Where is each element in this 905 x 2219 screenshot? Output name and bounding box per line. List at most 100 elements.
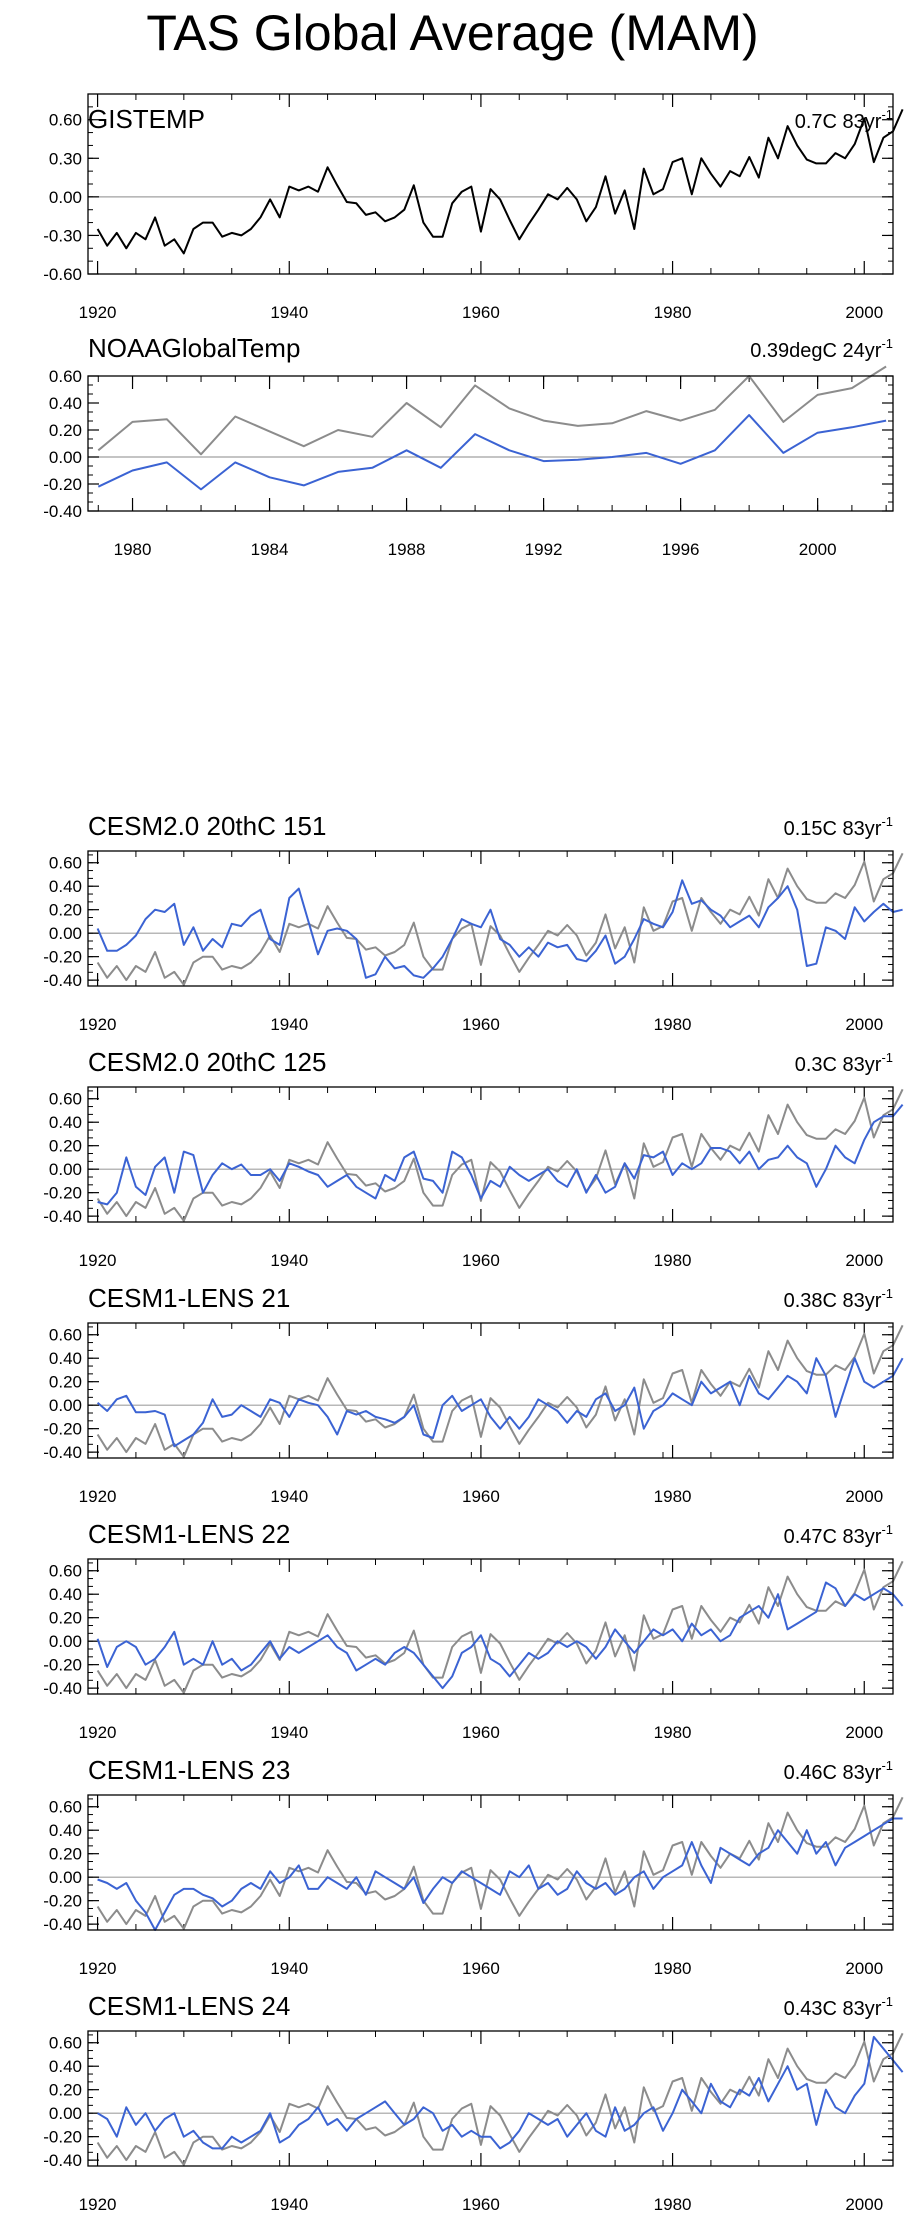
y-tick-label: 0.40 — [49, 394, 82, 413]
chart-panel-1: GISTEMP 0.7C 83yr-1 1920 1940 1960 1980 2000 -0… — [43, 93, 904, 322]
series-line-model — [96, 1581, 904, 1690]
plot-frame — [87, 1322, 894, 1459]
x-tick-label: 1960 — [462, 1487, 500, 1506]
x-tick-label: 2000 — [845, 1251, 883, 1270]
x-tick-label: 2000 — [845, 1487, 883, 1506]
x-tick-label: 1920 — [79, 1015, 117, 1034]
y-tick-label: -0.20 — [43, 1892, 82, 1911]
y-tick-label: 0.00 — [49, 2104, 82, 2123]
chart-panel-6: CESM1-LENS 22 0.47C 83yr-1 1920 1940 1960 198… — [43, 1519, 904, 1742]
trend-label: 0.43C 83yr-1 — [784, 1994, 893, 2020]
x-tick-label: 1940 — [270, 1723, 308, 1742]
y-tick-label: -0.20 — [43, 2128, 82, 2147]
x-tick-label: 2000 — [799, 540, 837, 559]
y-tick-label: 0.00 — [49, 1632, 82, 1651]
x-tick-label: 2000 — [845, 303, 883, 322]
y-tick-label: 0.40 — [49, 1113, 82, 1132]
x-tick-label: 1980 — [654, 1959, 692, 1978]
trend-label: 0.3C 83yr-1 — [795, 1050, 893, 1076]
y-tick-label: 0.60 — [49, 1326, 82, 1345]
x-tick-label: 1980 — [654, 303, 692, 322]
chart-panel-4: CESM2.0 20thC 125 0.3C 83yr-1 1920 1940 1960… — [43, 1047, 904, 1270]
x-tick-label: 1980 — [654, 1015, 692, 1034]
y-tick-label: 0.40 — [49, 877, 82, 896]
panel-title: GISTEMP — [88, 104, 205, 134]
y-tick-label: 0.20 — [49, 2081, 82, 2100]
plot-frame — [87, 850, 894, 987]
chart-panel-2: NOAAGlobalTemp 0.39degC 24yr-1 1980 1984 198… — [43, 333, 894, 559]
y-tick-label: -0.20 — [43, 1656, 82, 1675]
y-tick-label: 0.60 — [49, 1798, 82, 1817]
x-tick-label: 1980 — [654, 1487, 692, 1506]
chart-panel-7: CESM1-LENS 23 0.46C 83yr-1 1920 1940 1960 198… — [43, 1755, 904, 1978]
y-tick-label: -0.40 — [43, 1207, 82, 1226]
series-line-reference — [96, 1560, 904, 1694]
x-tick-label: 2000 — [845, 1959, 883, 1978]
y-tick-label: -0.60 — [43, 265, 82, 284]
y-tick-label: -0.40 — [43, 2151, 82, 2170]
y-tick-label: 0.20 — [49, 901, 82, 920]
x-tick-label: 1940 — [270, 1251, 308, 1270]
x-tick-label: 1920 — [79, 2195, 117, 2214]
y-tick-label: -0.40 — [43, 1915, 82, 1934]
y-tick-label: 0.00 — [49, 1160, 82, 1179]
x-tick-label: 1920 — [79, 1251, 117, 1270]
x-tick-label: 1940 — [270, 303, 308, 322]
plot-frame — [87, 93, 894, 275]
trend-label: 0.38C 83yr-1 — [784, 1286, 893, 1312]
series-line-reference — [97, 365, 887, 456]
x-tick-label: 1992 — [525, 540, 563, 559]
series-line-model — [96, 879, 903, 979]
y-tick-label: -0.40 — [43, 971, 82, 990]
y-tick-label: 0.00 — [49, 924, 82, 943]
trend-label: 0.7C 83yr-1 — [795, 107, 893, 133]
y-tick-label: -0.20 — [43, 1420, 82, 1439]
plot-frame — [87, 1558, 894, 1695]
panel-title: NOAAGlobalTemp — [88, 333, 300, 363]
x-tick-label: 1920 — [79, 1723, 117, 1742]
y-tick-label: 0.40 — [49, 1585, 82, 1604]
panel-title: CESM2.0 20thC 125 — [88, 1047, 326, 1077]
x-tick-label: 2000 — [845, 1015, 883, 1034]
y-tick-label: -0.40 — [43, 1679, 82, 1698]
plot-frame — [87, 1086, 894, 1223]
trend-label: 0.39degC 24yr-1 — [750, 336, 893, 362]
series-line-observed — [96, 108, 904, 255]
series-line-model — [97, 414, 887, 491]
x-tick-label: 1960 — [462, 1251, 500, 1270]
panel-title: CESM1-LENS 21 — [88, 1283, 290, 1313]
y-tick-label: 0.60 — [49, 1562, 82, 1581]
y-tick-label: -0.20 — [43, 948, 82, 967]
series-line-model — [97, 1103, 904, 1206]
x-tick-label: 1960 — [462, 2195, 500, 2214]
plot-frame — [87, 2030, 894, 2167]
x-tick-label: 1940 — [270, 1487, 308, 1506]
panel-title: CESM1-LENS 22 — [88, 1519, 290, 1549]
plot-frame — [87, 375, 894, 512]
x-tick-label: 1940 — [270, 1959, 308, 1978]
trend-label: 0.46C 83yr-1 — [784, 1758, 893, 1784]
x-tick-label: 1920 — [79, 1487, 117, 1506]
y-tick-label: 0.40 — [49, 1349, 82, 1368]
series-line-model — [97, 1817, 903, 1931]
y-tick-label: -0.40 — [43, 1443, 82, 1462]
y-tick-label: 0.20 — [49, 1373, 82, 1392]
y-tick-label: 0.60 — [49, 2034, 82, 2053]
y-tick-label: 0.20 — [49, 1609, 82, 1628]
x-tick-label: 1920 — [79, 303, 117, 322]
y-tick-label: 0.20 — [49, 1845, 82, 1864]
plot-frame — [87, 1794, 894, 1931]
y-tick-label: -0.20 — [43, 1184, 82, 1203]
series-line-model — [97, 2035, 904, 2150]
x-tick-label: 1960 — [462, 1015, 500, 1034]
chart-panel-3: CESM2.0 20thC 151 0.15C 83yr-1 1920 1940 196… — [43, 811, 904, 1034]
x-tick-label: 1984 — [251, 540, 289, 559]
y-tick-label: -0.20 — [43, 475, 82, 494]
x-tick-label: 1960 — [462, 303, 500, 322]
y-tick-label: 0.00 — [49, 1396, 82, 1415]
series-line-reference — [96, 1088, 904, 1222]
x-tick-label: 1940 — [270, 2195, 308, 2214]
panel-title: CESM1-LENS 23 — [88, 1755, 290, 1785]
chart-panel-8: CESM1-LENS 24 0.43C 83yr-1 1920 1940 1960 198… — [43, 1991, 904, 2214]
